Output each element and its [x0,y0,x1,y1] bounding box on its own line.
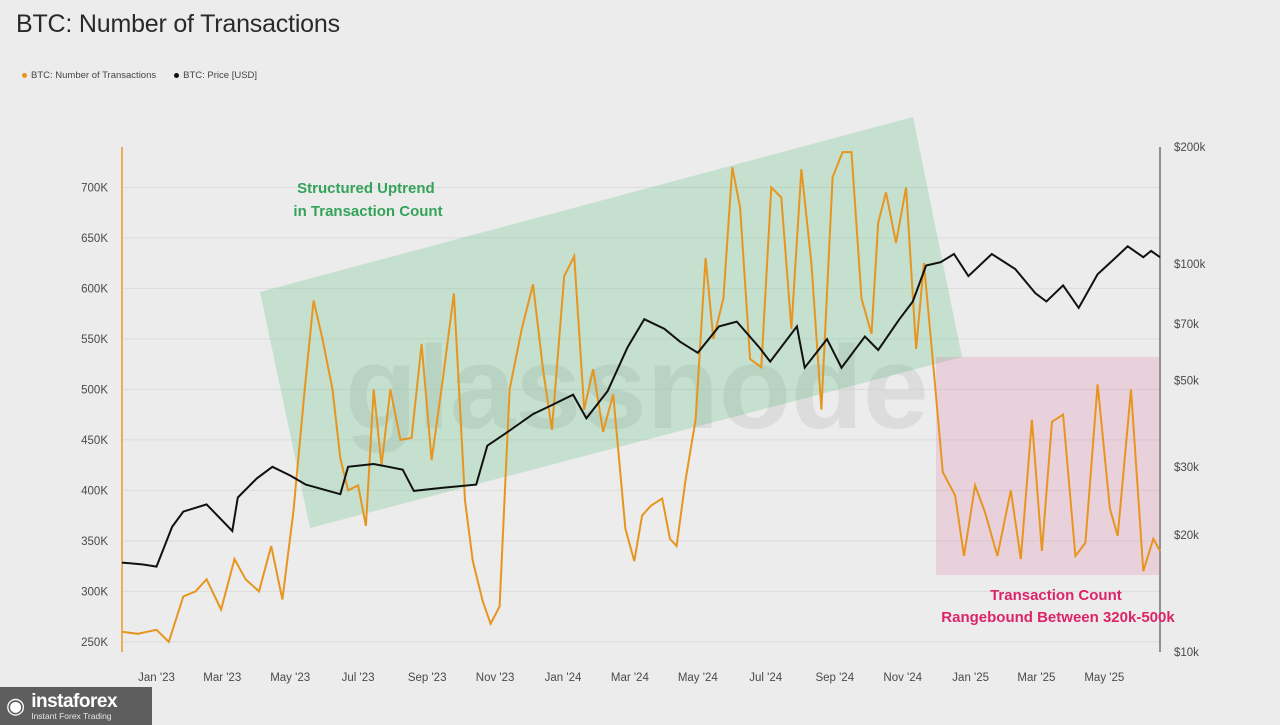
left-tick-label: 250K [81,637,108,649]
left-tick-label: 700K [81,182,108,194]
x-tick-label: Sep '24 [815,672,854,684]
right-tick-label: $50k [1174,376,1199,388]
instaforex-logo: ◉ instaforex Instant Forex Trading [0,687,152,725]
legend-item-transactions[interactable]: BTC: Number of Transactions [22,70,156,81]
x-tick-label: May '25 [1084,672,1124,684]
left-tick-label: 450K [81,435,108,447]
legend-label-price: BTC: Price [USD] [183,70,258,81]
right-tick-label: $30k [1174,462,1199,474]
x-tick-label: Nov '24 [883,672,922,684]
rangebound-annotation: Transaction Count Rangebound Between 320… [941,587,1175,626]
right-tick-label: $100k [1174,259,1206,271]
x-tick-label: Mar '23 [203,672,241,684]
x-tick-label: May '24 [678,672,719,684]
left-tick-label: 550K [81,334,108,346]
price-line [121,245,1161,568]
left-tick-label: 500K [81,384,108,396]
left-axis-ticks: 250K 300K 350K 400K 450K 500K 550K 600K 650K 700K [81,182,108,649]
x-tick-label: Jul '23 [342,672,375,684]
left-tick-label: 650K [81,233,108,245]
legend-item-price[interactable]: BTC: Price [USD] [174,70,257,81]
legend-dot-price [174,73,180,78]
rangebound-annotation-line-1: Transaction Count [990,587,1122,604]
uptrend-annotation-line-1: Structured Uptrend [297,180,435,197]
transactions-line [121,151,1161,644]
x-tick-label: Jan '23 [138,672,175,684]
right-tick-label: $70k [1174,319,1199,331]
chart-title: BTC: Number of Transactions [16,10,340,38]
uptrend-band [260,117,962,528]
legend-label-transactions: BTC: Number of Transactions [31,70,157,81]
left-tick-label: 300K [81,586,108,598]
right-tick-label: $200k [1174,142,1206,154]
x-tick-label: Jan '25 [952,672,989,684]
person-circle-icon: ◉ [6,693,26,718]
x-tick-label: Mar '25 [1017,672,1055,684]
x-tick-label: Jul '24 [749,672,782,684]
x-tick-label: Mar '24 [611,672,650,684]
x-tick-label: May '23 [270,672,310,684]
logo-subtitle: Instant Forex Trading [31,710,112,721]
left-tick-label: 350K [81,536,108,548]
legend-dot-transactions [22,73,27,78]
grid-lines [122,186,1160,643]
uptrend-annotation: Structured Uptrend in Transaction Count [293,180,442,220]
left-tick-label: 600K [81,283,108,295]
rangebound-annotation-line-2: Rangebound Between 320k-500k [941,609,1175,626]
rangebound-band [936,357,1159,575]
chart-legend: BTC: Number of Transactions BTC: Price [… [22,70,257,81]
x-tick-label: Nov '23 [476,672,515,684]
logo-name: instaforex [31,690,118,712]
right-tick-label: $10k [1174,647,1199,659]
right-tick-label: $20k [1174,530,1199,542]
uptrend-annotation-line-2: in Transaction Count [293,203,442,220]
x-axis-ticks: Jan '23 Mar '23 May '23 Jul '23 Sep '23 Nov '… [138,672,1124,684]
right-axis-ticks: $10k $20k $30k $50k $70k $100k $200k [1174,142,1206,659]
x-tick-label: Sep '23 [408,672,447,684]
left-tick-label: 400K [81,485,108,497]
x-tick-label: Jan '24 [545,672,582,684]
